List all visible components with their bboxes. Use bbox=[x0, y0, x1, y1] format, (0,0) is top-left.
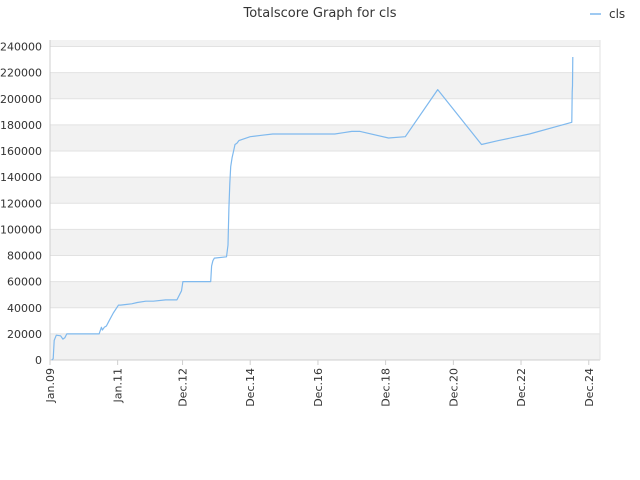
y-tick-label: 140000 bbox=[0, 171, 42, 184]
plot-band bbox=[50, 46, 600, 73]
x-axis-ticks: Jan.09 Jan.11 Dec.12 Dec.14 Dec.16 Dec.18 Dec.… bbox=[44, 360, 596, 407]
x-tick-label: Dec.24 bbox=[583, 368, 596, 407]
legend[interactable]: cls bbox=[590, 7, 625, 21]
plot-band bbox=[50, 333, 600, 360]
plot-band bbox=[50, 98, 600, 125]
x-tick-label: Dec.22 bbox=[515, 368, 528, 407]
plot-background-bands bbox=[50, 40, 600, 360]
x-tick-label: Jan.11 bbox=[112, 368, 125, 403]
plot-band bbox=[50, 72, 600, 99]
plot-band bbox=[50, 124, 600, 152]
plot-band bbox=[50, 229, 600, 256]
x-tick-label: Dec.16 bbox=[312, 368, 325, 407]
x-tick-label: Jan.09 bbox=[44, 368, 57, 403]
x-tick-label: Dec.20 bbox=[447, 368, 460, 407]
y-tick-label: 40000 bbox=[7, 302, 42, 315]
y-tick-label: 160000 bbox=[0, 145, 42, 158]
y-tick-label: 80000 bbox=[7, 250, 42, 263]
plot-band bbox=[50, 40, 600, 47]
y-tick-label: 100000 bbox=[0, 223, 42, 236]
y-axis-ticks: 0 20000 40000 60000 80000 100000 120000 140000 1… bbox=[0, 41, 42, 367]
x-tick-label: Dec.12 bbox=[177, 368, 190, 407]
y-tick-label: 180000 bbox=[0, 119, 42, 132]
plot-band bbox=[50, 281, 600, 308]
plot-band bbox=[50, 203, 600, 230]
plot-band bbox=[50, 255, 600, 282]
y-tick-label: 240000 bbox=[0, 41, 42, 54]
gridlines bbox=[50, 46, 600, 361]
axes bbox=[49, 40, 601, 361]
plot-band bbox=[50, 151, 600, 178]
x-tick-label: Dec.14 bbox=[244, 368, 257, 407]
legend-label-cls: cls bbox=[609, 7, 625, 21]
y-tick-label: 220000 bbox=[0, 67, 42, 80]
plot-band bbox=[50, 307, 600, 334]
plot-band bbox=[50, 177, 600, 204]
y-tick-label: 20000 bbox=[7, 328, 42, 341]
x-tick-label: Dec.18 bbox=[380, 368, 393, 407]
chart-title: Totalscore Graph for cls bbox=[243, 6, 397, 21]
series-group bbox=[51, 56, 574, 361]
y-tick-label: 200000 bbox=[0, 93, 42, 106]
y-tick-label: 120000 bbox=[0, 197, 42, 210]
y-tick-label: 60000 bbox=[7, 276, 42, 289]
series-line-cls bbox=[51, 56, 574, 361]
y-tick-label: 0 bbox=[35, 354, 42, 367]
